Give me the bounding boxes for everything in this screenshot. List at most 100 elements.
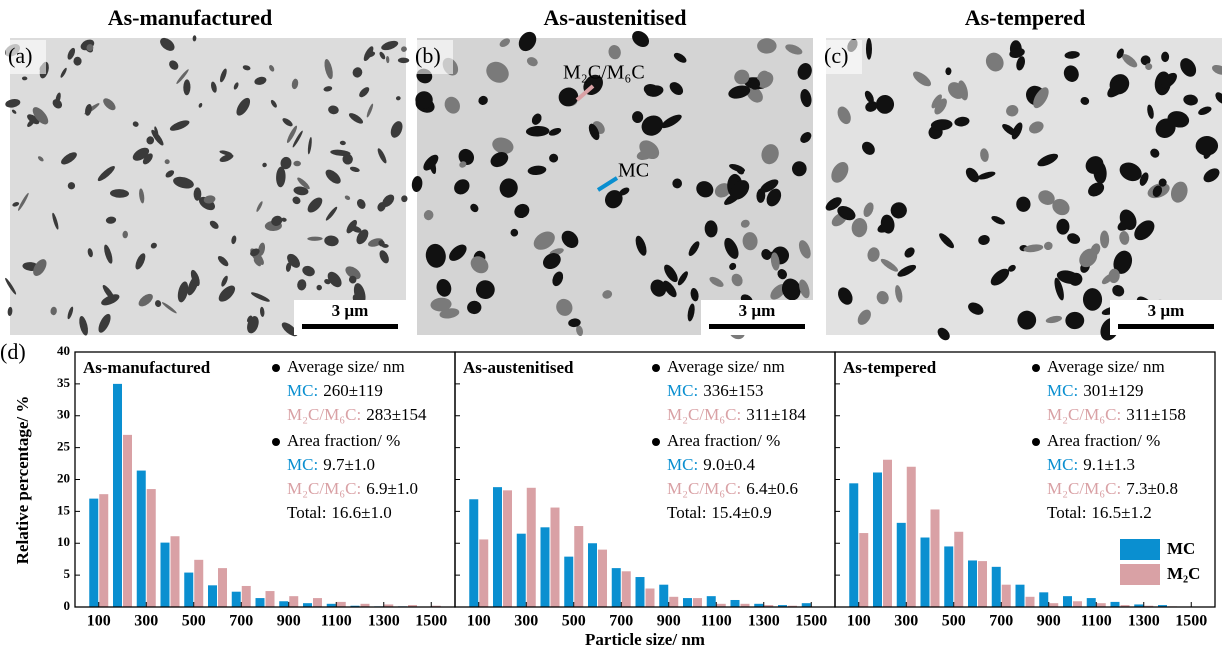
particle xyxy=(282,118,293,127)
particle xyxy=(132,121,139,127)
particle xyxy=(1002,124,1017,136)
particle xyxy=(1067,233,1081,244)
particle xyxy=(760,179,779,193)
particle xyxy=(797,63,812,80)
particle xyxy=(307,197,323,213)
bar xyxy=(883,459,892,607)
particle xyxy=(1167,111,1190,128)
particle xyxy=(292,130,303,148)
particle xyxy=(293,186,309,196)
x-tick-label: 1500 xyxy=(415,613,447,630)
bar xyxy=(360,603,370,607)
stats-heading: Average size/ nm xyxy=(1047,357,1165,376)
particle xyxy=(254,76,267,85)
particle xyxy=(52,99,63,109)
y-tick-label: 30 xyxy=(57,407,70,422)
stats-label: MC: xyxy=(287,455,318,474)
particle xyxy=(339,140,346,146)
bar xyxy=(113,383,122,607)
particle xyxy=(863,202,874,218)
particle xyxy=(382,194,395,207)
particle xyxy=(233,82,239,90)
particle xyxy=(1063,65,1079,82)
particle xyxy=(359,87,370,98)
particle xyxy=(439,308,460,319)
stats-label: Total: xyxy=(287,503,326,522)
particle xyxy=(548,128,562,136)
particle xyxy=(664,264,678,283)
stats-heading: Average size/ nm xyxy=(287,357,405,376)
particle xyxy=(890,202,907,219)
stats-label: MC: xyxy=(667,381,698,400)
particle xyxy=(103,98,116,111)
particle xyxy=(568,318,581,328)
particle xyxy=(348,113,364,124)
particle xyxy=(1016,56,1025,71)
particle xyxy=(897,264,917,277)
particle xyxy=(379,51,386,60)
panel-label-box xyxy=(413,40,453,74)
particle xyxy=(875,95,895,114)
particle xyxy=(221,275,228,287)
particle xyxy=(349,166,360,173)
particle xyxy=(307,236,323,241)
particle xyxy=(785,44,803,55)
particle xyxy=(880,258,899,272)
stats-heading: Area fraction/ % xyxy=(667,431,780,450)
bullet xyxy=(652,364,660,372)
y-axis-label: Relative percentage/ % xyxy=(13,396,32,565)
particle xyxy=(1054,277,1064,301)
bar xyxy=(706,596,716,607)
particle xyxy=(150,242,157,249)
bar xyxy=(849,483,859,607)
particle xyxy=(251,292,270,302)
bar xyxy=(1134,604,1144,607)
particle xyxy=(458,148,475,166)
particle xyxy=(837,205,856,221)
bar xyxy=(659,584,669,607)
particle xyxy=(138,293,153,307)
particle xyxy=(467,300,482,315)
bar xyxy=(289,596,299,607)
stats-row: MC: 9.1±1.3 xyxy=(1047,455,1135,474)
particle xyxy=(525,126,550,137)
x-axis-label: Particle size/ nm xyxy=(585,630,705,649)
stats-row: M₂C/M₆C: 311±184 xyxy=(667,405,806,424)
particle xyxy=(1017,310,1037,330)
bullet xyxy=(272,364,280,372)
bar xyxy=(906,466,916,607)
particle xyxy=(1158,178,1167,187)
particle xyxy=(1116,48,1124,59)
y-tick-label: 25 xyxy=(57,439,71,454)
particle xyxy=(5,277,17,295)
particle xyxy=(379,250,389,264)
particle xyxy=(423,210,434,221)
particle xyxy=(604,190,623,209)
annotation-arrow xyxy=(596,176,619,192)
chart-title: As-manufactured xyxy=(83,358,211,377)
particle xyxy=(619,187,630,196)
bar xyxy=(231,591,241,607)
particle xyxy=(478,95,488,105)
particle xyxy=(746,86,763,103)
stats-value: 336±153 xyxy=(703,381,763,400)
particle xyxy=(401,195,408,203)
particle xyxy=(731,273,743,287)
bar xyxy=(526,487,536,607)
chart-title: As-austenitised xyxy=(463,358,574,377)
particle xyxy=(968,302,984,315)
y-tick-label: 0 xyxy=(64,598,71,613)
particle xyxy=(173,176,194,189)
bar xyxy=(621,571,631,607)
particle xyxy=(945,67,952,76)
particle xyxy=(490,152,509,168)
particle xyxy=(931,94,942,109)
particle xyxy=(1056,270,1080,284)
particle xyxy=(187,275,199,296)
particle xyxy=(990,268,1010,286)
particle xyxy=(958,80,968,101)
stats-value: 7.3±0.8 xyxy=(1126,479,1178,498)
particle xyxy=(934,98,947,115)
particle xyxy=(1023,244,1044,253)
particle xyxy=(280,156,292,170)
